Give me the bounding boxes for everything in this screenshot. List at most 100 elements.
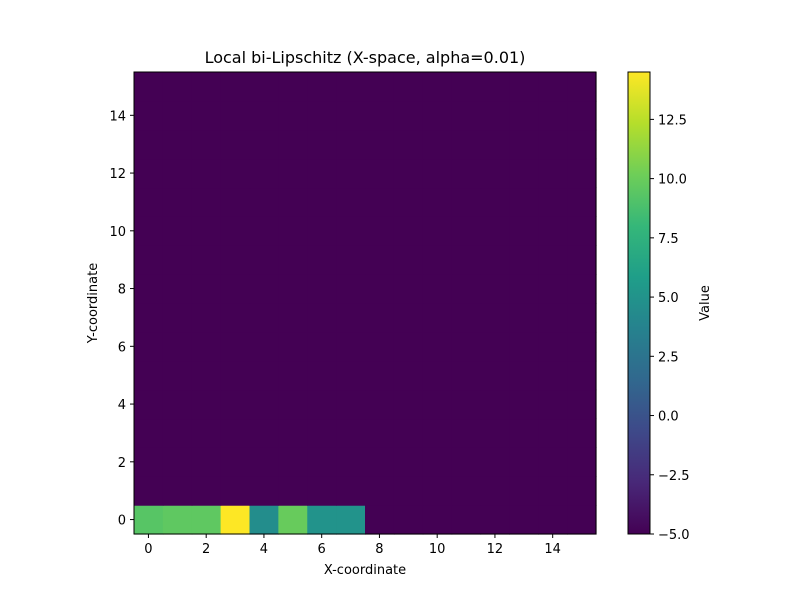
colorbar-tick-label: −5.0 (658, 528, 690, 543)
heatmap-cell (451, 129, 482, 160)
heatmap-cell (538, 447, 568, 477)
heatmap-cell (307, 476, 337, 506)
heatmap-cell (162, 216, 193, 246)
x-axis-ticks: 0 2 4 6 8 10 12 14 (144, 534, 561, 557)
heatmap-cell (307, 216, 337, 246)
heatmap-cell (538, 476, 568, 506)
x-tick-label: 12 (487, 542, 504, 557)
heatmap-cell (567, 389, 597, 420)
heatmap-cell (134, 274, 164, 304)
heatmap-cell (191, 331, 222, 362)
heatmap-cell (509, 331, 539, 362)
heatmap-cell (393, 129, 424, 160)
heatmap-cell (422, 158, 453, 189)
heatmap-cell (509, 72, 539, 102)
heatmap-cell (278, 476, 308, 506)
heatmap-cell (567, 274, 597, 304)
heatmap-cell (393, 100, 424, 131)
heatmap-cell (451, 72, 482, 102)
y-tick-label: 4 (118, 398, 126, 413)
heatmap-cell (567, 360, 597, 391)
heatmap-cell (249, 158, 279, 189)
heatmap-cell (336, 418, 366, 448)
heatmap-cell (480, 274, 510, 304)
heatmap-cell (162, 447, 193, 477)
heatmap-cell (480, 418, 510, 448)
heatmap-cell (538, 303, 568, 333)
heatmap-cell (134, 303, 164, 333)
heatmap-cell (249, 360, 279, 391)
heatmap-cell (249, 245, 279, 275)
heatmap-cell (365, 389, 395, 420)
heatmap-cell (451, 476, 482, 506)
heatmap-cell (480, 389, 510, 420)
heatmap-cell (480, 245, 510, 275)
x-tick-label: 4 (260, 542, 268, 557)
heatmap-cell (220, 418, 251, 448)
heatmap-cell (365, 303, 395, 333)
heatmap-cell (480, 303, 510, 333)
heatmap-cell (220, 187, 251, 217)
heatmap-cell (278, 100, 308, 131)
heatmap-cell (567, 100, 597, 131)
heatmap-cell (162, 505, 193, 535)
heatmap-cell (422, 447, 453, 477)
heatmap-cell (509, 274, 539, 304)
heatmap-cell (393, 216, 424, 246)
heatmap-cell (480, 129, 510, 160)
heatmap-cell (220, 274, 251, 304)
chart-title: Local bi-Lipschitz (X-space, alpha=0.01) (205, 48, 526, 67)
heatmap-cell (365, 245, 395, 275)
heatmap-cell (538, 72, 568, 102)
heatmap-cell (249, 100, 279, 131)
heatmap-cell (278, 187, 308, 217)
heatmap-cell (365, 216, 395, 246)
heatmap-cell (567, 476, 597, 506)
x-tick-label: 2 (202, 542, 210, 557)
heatmap-cell (162, 72, 193, 102)
heatmap-cell (567, 72, 597, 102)
heatmap-cell (393, 505, 424, 535)
heatmap-cell (134, 216, 164, 246)
heatmap-cell (220, 389, 251, 420)
heatmap-cell (278, 447, 308, 477)
heatmap-cell (567, 447, 597, 477)
heatmap-cell (509, 476, 539, 506)
heatmap-cell (480, 187, 510, 217)
heatmap-cell (249, 476, 279, 506)
heatmap-cell (134, 418, 164, 448)
heatmap-cell (278, 303, 308, 333)
heatmap-cell (451, 389, 482, 420)
heatmap-cell (422, 505, 453, 535)
heatmap-cell (451, 274, 482, 304)
heatmap-cell (278, 245, 308, 275)
heatmap-cell (365, 129, 395, 160)
heatmap-cell (162, 418, 193, 448)
heatmap-cell (278, 216, 308, 246)
heatmap-cell (220, 158, 251, 189)
heatmap-cell (336, 274, 366, 304)
heatmap-cell (191, 303, 222, 333)
colorbar-ticks: −5.0 −2.5 0.0 2.5 5.0 7.5 10.0 12.5 (650, 113, 690, 543)
colorbar-tick-label: 10.0 (658, 173, 687, 188)
heatmap-cell (422, 187, 453, 217)
heatmap-cell (393, 418, 424, 448)
heatmap-cell (336, 100, 366, 131)
heatmap-cell (393, 389, 424, 420)
heatmap-cell (162, 476, 193, 506)
plot-frame (133, 71, 597, 535)
heatmap-cell (134, 72, 164, 102)
heatmap-cell (509, 245, 539, 275)
heatmap-cell (336, 158, 366, 189)
heatmap-cell (249, 274, 279, 304)
heatmap-cell (567, 216, 597, 246)
heatmap-cell (422, 72, 453, 102)
heatmap-cell (220, 331, 251, 362)
heatmap-cell (567, 303, 597, 333)
heatmap-cell (162, 303, 193, 333)
heatmap-cell (451, 331, 482, 362)
heatmap-cell (191, 72, 222, 102)
heatmap-cell (393, 303, 424, 333)
heatmap-cell (509, 505, 539, 535)
heatmap-cell (509, 303, 539, 333)
